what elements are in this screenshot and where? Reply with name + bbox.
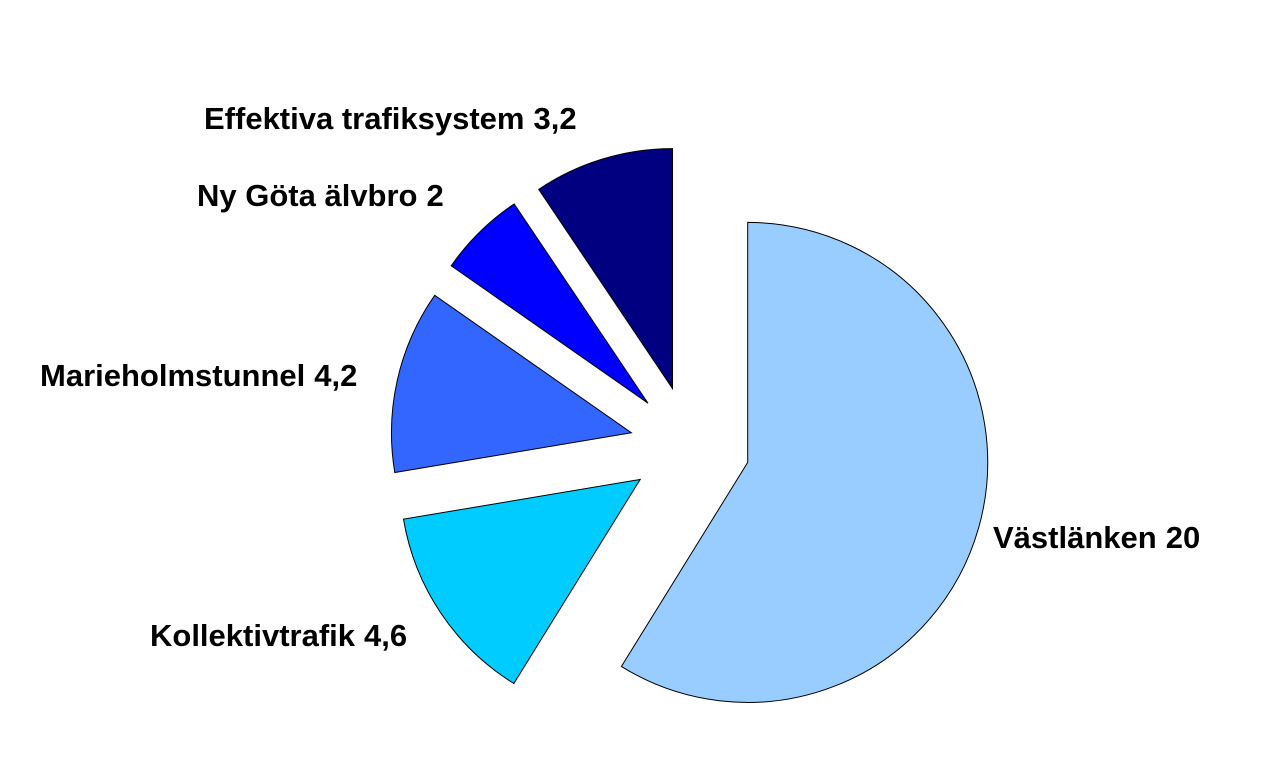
category-name: Kollektivtrafik [150, 618, 356, 653]
pie-slice [402, 478, 642, 685]
slice-label: Kollektivtrafik 4,6 [150, 618, 407, 653]
category-name: Effektiva trafiksystem [204, 101, 525, 136]
value-label: 4,2 [314, 358, 357, 393]
category-name: Marieholmstunnel [40, 358, 305, 393]
category-name: Ny Göta älvbro [197, 178, 418, 213]
slice-label: Västlänken 20 [993, 520, 1200, 555]
value-label: 20 [1166, 520, 1200, 555]
value-label: 3,2 [534, 101, 577, 136]
pie-slice [538, 148, 674, 391]
slice-label: Ny Göta älvbro 2 [197, 178, 444, 213]
category-name: Västlänken [993, 520, 1157, 555]
pie-slice [390, 294, 633, 474]
slice-label: Effektiva trafiksystem 3,2 [204, 101, 577, 136]
pie-slice [620, 221, 989, 703]
pie-slice [450, 203, 649, 404]
slice-label: Marieholmstunnel 4,2 [40, 358, 357, 393]
value-label: 2 [427, 178, 444, 213]
value-label: 4,6 [364, 618, 407, 653]
